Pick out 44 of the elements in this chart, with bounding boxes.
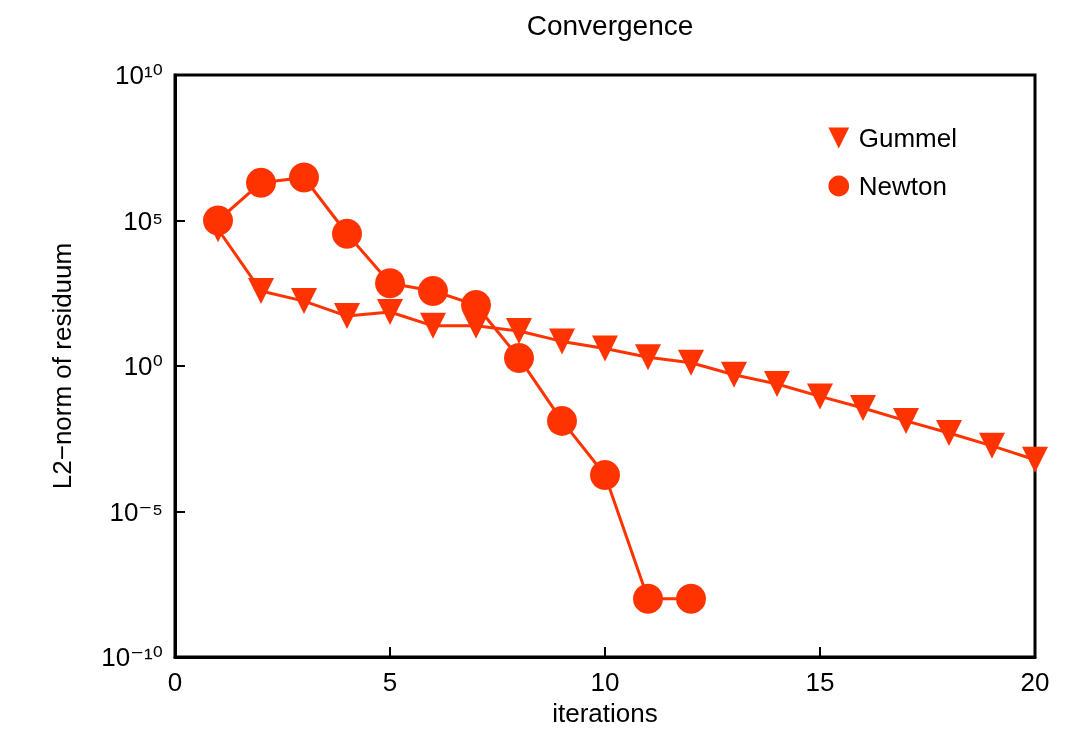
point [764, 371, 790, 398]
point [291, 288, 317, 315]
legend-label: Gummel [858, 123, 958, 153]
point [375, 268, 405, 299]
point [289, 162, 319, 193]
point [420, 312, 446, 339]
x-tick-label: 0 [167, 667, 183, 697]
y-tick-label: 10⁻¹⁰ [101, 642, 163, 672]
point [549, 328, 575, 355]
point [807, 383, 833, 410]
x-axis-title: iterations [552, 697, 658, 728]
point [893, 407, 919, 434]
point [248, 277, 274, 304]
point [850, 395, 876, 422]
point [979, 432, 1005, 459]
point [590, 459, 620, 490]
point [936, 419, 962, 446]
legend-label: Newton [858, 171, 947, 201]
x-tick-label: 10 [590, 667, 620, 697]
point [592, 335, 618, 362]
point [676, 583, 706, 614]
point [203, 205, 233, 236]
point [246, 167, 276, 198]
point [547, 405, 577, 436]
x-tick-label: 20 [1020, 667, 1050, 697]
y-axis-title: L2−norm of residuum [47, 242, 77, 490]
point [418, 275, 448, 306]
x-tick-label: 15 [805, 667, 835, 697]
y-tick-label: 10¹⁰ [114, 60, 163, 90]
point [721, 361, 747, 388]
y-tick-label: 10⁰ [123, 351, 163, 381]
point [504, 342, 534, 373]
chart-title: Convergence [526, 9, 694, 41]
point [678, 349, 704, 376]
point [332, 218, 362, 249]
x-tick-label: 5 [382, 667, 398, 697]
y-tick-label: 10⁵ [123, 205, 163, 236]
point [377, 298, 403, 325]
point [635, 344, 661, 371]
point [334, 303, 360, 330]
point [1022, 446, 1048, 473]
point [633, 583, 663, 614]
y-tick-label: 10⁻⁵ [109, 496, 163, 527]
point [506, 317, 532, 344]
